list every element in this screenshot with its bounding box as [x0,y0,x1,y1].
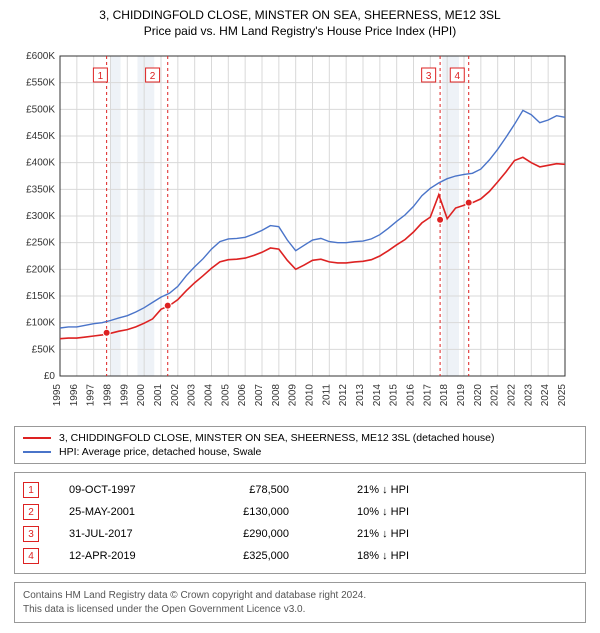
svg-text:2022: 2022 [507,384,518,407]
footer-line-1: Contains HM Land Registry data © Crown c… [23,589,577,603]
svg-text:4: 4 [454,71,460,82]
svg-text:1999: 1999 [119,384,130,407]
svg-text:2002: 2002 [170,384,181,407]
svg-text:£550K: £550K [26,78,55,89]
sales-row: 3 31-JUL-2017 £290,000 21% ↓ HPI [23,523,577,545]
svg-text:£200K: £200K [26,264,55,275]
sale-price: £78,500 [209,484,289,496]
svg-text:2001: 2001 [153,384,164,407]
svg-text:2020: 2020 [473,384,484,407]
sale-date: 09-OCT-1997 [69,484,179,496]
svg-text:£50K: £50K [32,344,56,355]
svg-text:£450K: £450K [26,131,55,142]
svg-text:£600K: £600K [26,51,55,62]
svg-text:£150K: £150K [26,291,55,302]
svg-text:2000: 2000 [136,384,147,407]
svg-text:2023: 2023 [523,384,534,407]
svg-text:£300K: £300K [26,211,55,222]
sale-marker-4: 4 [23,548,39,564]
svg-text:1997: 1997 [86,384,97,407]
sale-date: 25-MAY-2001 [69,506,179,518]
legend-label: 3, CHIDDINGFOLD CLOSE, MINSTER ON SEA, S… [59,432,495,444]
svg-text:2012: 2012 [338,384,349,407]
svg-text:£400K: £400K [26,158,55,169]
sales-table: 1 09-OCT-1997 £78,500 21% ↓ HPI 2 25-MAY-2001… [14,472,586,574]
svg-text:2019: 2019 [456,384,467,407]
sale-date: 12-APR-2019 [69,550,179,562]
svg-text:1996: 1996 [69,384,80,407]
sales-row: 4 12-APR-2019 £325,000 18% ↓ HPI [23,545,577,567]
svg-text:2016: 2016 [406,384,417,407]
sale-marker-1: 1 [23,482,39,498]
svg-text:£350K: £350K [26,184,55,195]
sale-date: 31-JUL-2017 [69,528,179,540]
svg-text:1: 1 [98,71,104,82]
sale-price: £130,000 [209,506,289,518]
svg-text:2008: 2008 [271,384,282,407]
legend-swatch [23,437,51,439]
svg-text:£250K: £250K [26,238,55,249]
svg-text:1995: 1995 [52,384,63,407]
svg-text:2017: 2017 [422,384,433,407]
chart-area: £0 £50K £100K £150K £200K £250K £300K £350K £400… [10,46,590,416]
svg-text:£100K: £100K [26,318,55,329]
title-line-2: Price paid vs. HM Land Registry's House … [10,24,590,38]
svg-text:2006: 2006 [237,384,248,407]
sale-hpi-delta: 21% ↓ HPI [319,484,409,496]
legend-item: HPI: Average price, detached house, Swal… [23,445,577,459]
svg-text:2007: 2007 [254,384,265,407]
sale-marker-3: 3 [23,526,39,542]
svg-text:2009: 2009 [288,384,299,407]
svg-text:2013: 2013 [355,384,366,407]
title-line-1: 3, CHIDDINGFOLD CLOSE, MINSTER ON SEA, S… [10,8,590,22]
svg-text:2015: 2015 [389,384,400,407]
legend-label: HPI: Average price, detached house, Swal… [59,446,261,458]
legend-item: 3, CHIDDINGFOLD CLOSE, MINSTER ON SEA, S… [23,431,577,445]
svg-text:2024: 2024 [540,384,551,407]
svg-text:2010: 2010 [305,384,316,407]
svg-text:£0: £0 [44,371,56,382]
svg-text:2025: 2025 [557,384,568,407]
svg-text:2004: 2004 [204,384,215,407]
sale-hpi-delta: 10% ↓ HPI [319,506,409,518]
svg-text:2021: 2021 [490,384,501,407]
svg-text:2011: 2011 [321,384,332,406]
footer-attribution: Contains HM Land Registry data © Crown c… [14,582,586,623]
sale-hpi-delta: 18% ↓ HPI [319,550,409,562]
sale-marker-2: 2 [23,504,39,520]
legend: 3, CHIDDINGFOLD CLOSE, MINSTER ON SEA, S… [14,426,586,464]
price-chart: £0 £50K £100K £150K £200K £250K £300K £350K £400… [10,46,570,416]
sales-row: 2 25-MAY-2001 £130,000 10% ↓ HPI [23,501,577,523]
sale-price: £325,000 [209,550,289,562]
svg-text:2005: 2005 [220,384,231,407]
svg-text:1998: 1998 [103,384,114,407]
sales-row: 1 09-OCT-1997 £78,500 21% ↓ HPI [23,479,577,501]
svg-text:3: 3 [426,71,432,82]
chart-titles: 3, CHIDDINGFOLD CLOSE, MINSTER ON SEA, S… [10,8,590,38]
sale-price: £290,000 [209,528,289,540]
svg-text:2003: 2003 [187,384,198,407]
svg-text:2: 2 [150,71,156,82]
legend-swatch [23,451,51,453]
svg-text:£500K: £500K [26,104,55,115]
sale-hpi-delta: 21% ↓ HPI [319,528,409,540]
svg-text:2014: 2014 [372,384,383,407]
svg-text:2018: 2018 [439,384,450,407]
footer-line-2: This data is licensed under the Open Gov… [23,603,577,617]
